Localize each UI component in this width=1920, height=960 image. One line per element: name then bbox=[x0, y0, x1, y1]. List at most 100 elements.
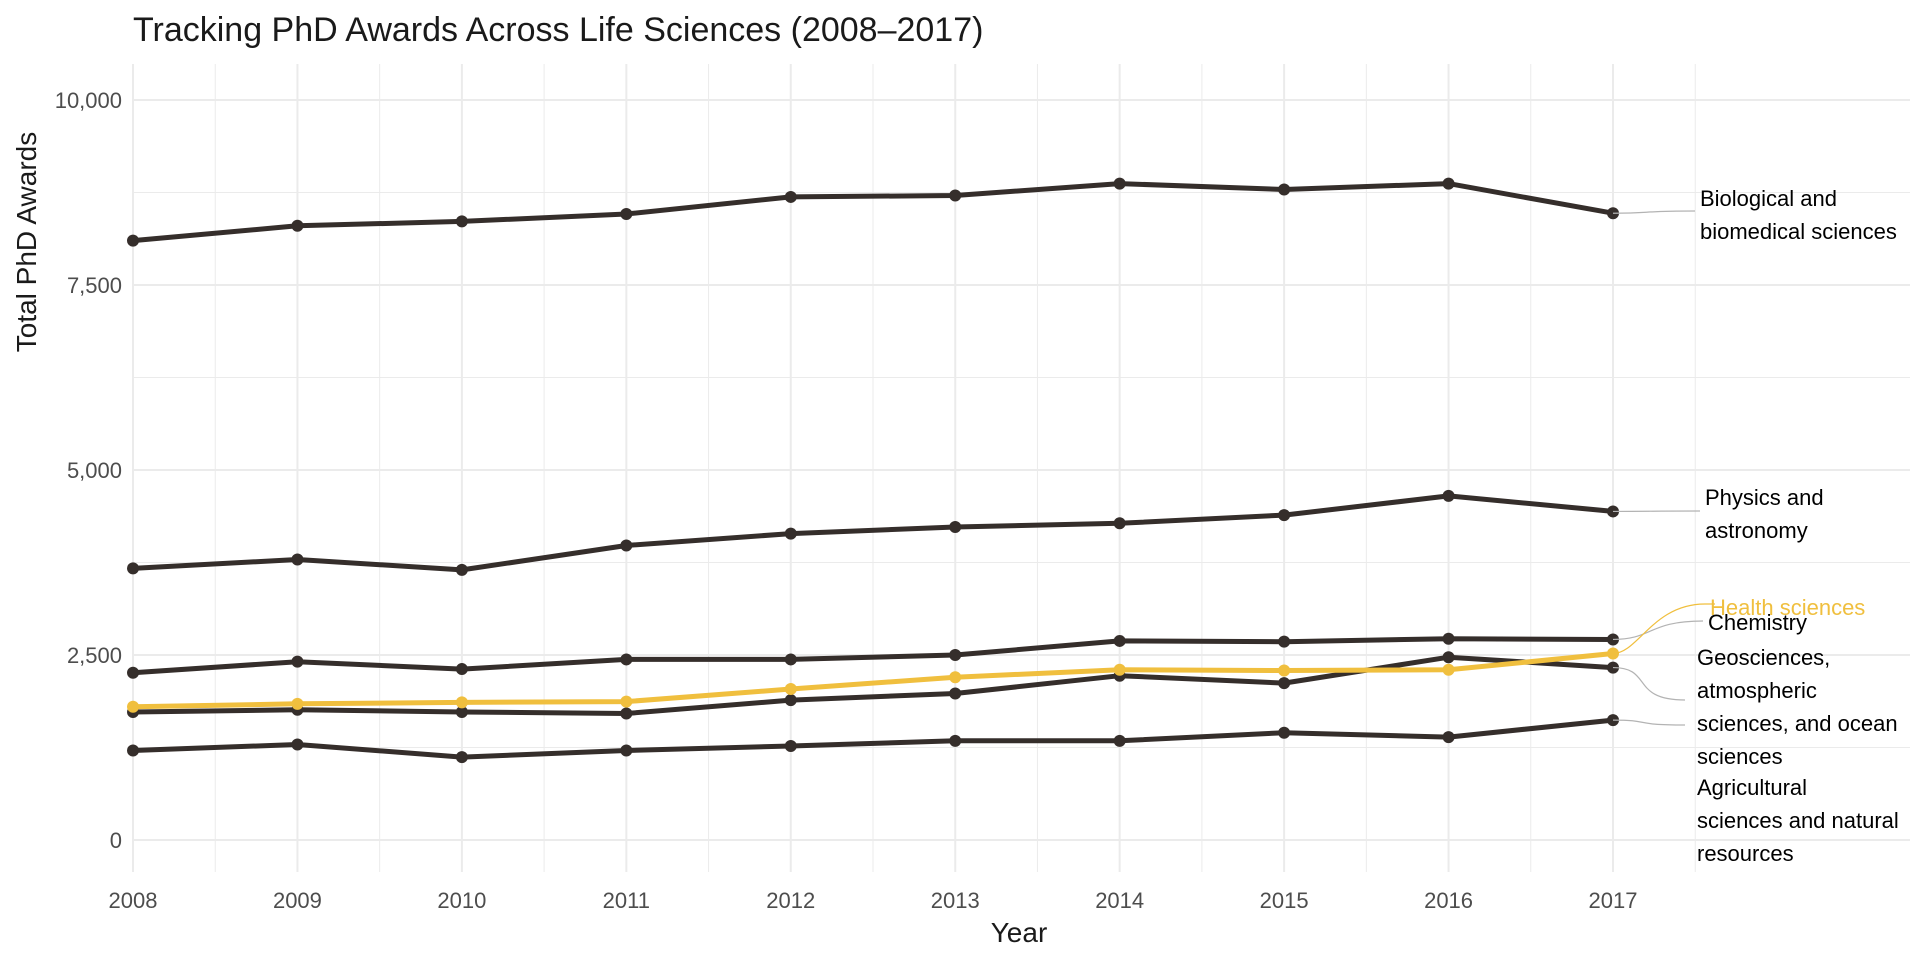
series-label-physics-and-astronomy: Physics and astronomy bbox=[1705, 485, 1824, 543]
data-point-agricultural-sciences-and-natural-resources bbox=[455, 751, 468, 764]
data-point-biological-and-biomedical-sciences bbox=[1278, 183, 1291, 196]
data-point-agricultural-sciences-and-natural-resources bbox=[1113, 734, 1126, 747]
series-label-health-sciences: Health sciences bbox=[1710, 595, 1865, 620]
data-point-biological-and-biomedical-sciences bbox=[784, 190, 797, 203]
data-point-health-sciences bbox=[1113, 663, 1126, 676]
data-point-physics-and-astronomy bbox=[1113, 517, 1126, 530]
data-point-health-sciences bbox=[784, 683, 797, 696]
data-point-chemistry bbox=[1278, 635, 1291, 648]
leader-line-chemistry bbox=[1612, 620, 1704, 641]
chart-title: Tracking PhD Awards Across Life Sciences… bbox=[133, 11, 983, 49]
series-label-line: sciences bbox=[1697, 744, 1783, 769]
data-point-biological-and-biomedical-sciences bbox=[1113, 177, 1126, 190]
series-label-line: biomedical sciences bbox=[1700, 219, 1897, 244]
series-label-biological-and-biomedical-sciences: Biological and biomedical sciences bbox=[1700, 186, 1897, 244]
data-point-chemistry bbox=[291, 655, 304, 668]
series-line-physics-and-astronomy bbox=[130, 493, 1616, 573]
data-point-biological-and-biomedical-sciences bbox=[1442, 177, 1455, 190]
data-point-geosciences-atmospheric-sciences-and-ocean-sciences bbox=[455, 705, 468, 718]
x-tick-label: 2017 bbox=[1589, 888, 1638, 913]
series-label-line: sciences and natural bbox=[1697, 808, 1899, 833]
series-label-chemistry: Chemistry bbox=[1708, 610, 1807, 635]
data-point-physics-and-astronomy bbox=[455, 563, 468, 576]
x-axis-title: Year bbox=[991, 917, 1048, 948]
data-point-chemistry bbox=[620, 653, 633, 666]
series-line-biological-and-biomedical-sciences bbox=[130, 181, 1616, 244]
leader-line-geosciences-atmospheric-sciences-and-ocean-sciences bbox=[1612, 666, 1686, 701]
data-point-chemistry bbox=[127, 666, 139, 679]
data-point-chemistry bbox=[1113, 634, 1126, 647]
y-tick-label: 7,500 bbox=[67, 273, 122, 298]
leader-line-health-sciences bbox=[1612, 603, 1715, 655]
y-tick-label: 10,000 bbox=[55, 88, 122, 113]
data-point-biological-and-biomedical-sciences bbox=[949, 189, 962, 202]
x-tick-label: 2016 bbox=[1424, 888, 1473, 913]
series-label-line: astronomy bbox=[1705, 518, 1808, 543]
data-point-agricultural-sciences-and-natural-resources bbox=[291, 738, 304, 751]
y-axis-ticks: 0 2,500 5,000 7,500 10,000 bbox=[55, 88, 122, 853]
y-tick-label: 2,500 bbox=[67, 643, 122, 668]
data-point-geosciences-atmospheric-sciences-and-ocean-sciences bbox=[1442, 651, 1455, 664]
data-point-biological-and-biomedical-sciences bbox=[127, 234, 139, 247]
series-label-line: Health sciences bbox=[1710, 595, 1865, 620]
data-point-chemistry bbox=[1442, 632, 1455, 645]
leader-line-agricultural-sciences-and-natural-resources bbox=[1612, 719, 1686, 726]
data-point-physics-and-astronomy bbox=[620, 539, 633, 552]
data-point-health-sciences bbox=[291, 697, 304, 710]
data-point-geosciences-atmospheric-sciences-and-ocean-sciences bbox=[620, 707, 633, 720]
x-tick-label: 2014 bbox=[1095, 888, 1144, 913]
data-point-agricultural-sciences-and-natural-resources bbox=[1442, 731, 1455, 744]
series-label-line: Biological and bbox=[1700, 186, 1837, 211]
data-point-biological-and-biomedical-sciences bbox=[620, 207, 633, 220]
series-label-line: Chemistry bbox=[1708, 610, 1807, 635]
x-tick-label: 2011 bbox=[603, 888, 650, 913]
series-label-line: atmospheric bbox=[1697, 678, 1817, 703]
y-tick-label: 5,000 bbox=[67, 458, 122, 483]
series-labels: Biological and biomedical sciences Physics… bbox=[1612, 186, 1899, 866]
x-tick-label: 2010 bbox=[437, 888, 486, 913]
data-point-physics-and-astronomy bbox=[1278, 509, 1291, 522]
series-label-line: Agricultural bbox=[1697, 775, 1807, 800]
x-tick-label: 2013 bbox=[931, 888, 980, 913]
data-point-geosciences-atmospheric-sciences-and-ocean-sciences bbox=[1278, 677, 1291, 690]
series-line-health-sciences bbox=[130, 651, 1616, 710]
data-point-health-sciences bbox=[949, 671, 962, 684]
gridlines bbox=[132, 64, 1910, 872]
series-label-line: resources bbox=[1697, 841, 1794, 866]
data-point-biological-and-biomedical-sciences bbox=[291, 219, 304, 232]
series-label-line: Physics and bbox=[1705, 485, 1824, 510]
x-tick-label: 2012 bbox=[766, 888, 815, 913]
data-point-agricultural-sciences-and-natural-resources bbox=[784, 740, 797, 753]
data-point-geosciences-atmospheric-sciences-and-ocean-sciences bbox=[949, 687, 962, 700]
series-label-agricultural-sciences-and-natural-resources: Agricultural sciences and natural resource… bbox=[1697, 775, 1899, 866]
series-label-line: sciences, and ocean bbox=[1697, 711, 1898, 736]
x-tick-label: 2008 bbox=[109, 888, 158, 913]
series-line-agricultural-sciences-and-natural-resources bbox=[130, 717, 1616, 760]
y-tick-label: 0 bbox=[110, 828, 122, 853]
x-axis-ticks: 2008 2009 2010 2011 2012 2013 2014 2015 2016 2017 bbox=[109, 888, 1638, 913]
data-point-geosciences-atmospheric-sciences-and-ocean-sciences bbox=[784, 694, 797, 707]
data-point-physics-and-astronomy bbox=[127, 562, 139, 575]
y-axis-title: Total PhD Awards bbox=[11, 132, 42, 353]
data-point-physics-and-astronomy bbox=[291, 553, 304, 566]
data-point-health-sciences bbox=[620, 695, 633, 708]
data-point-physics-and-astronomy bbox=[1442, 489, 1455, 502]
series-lines bbox=[130, 181, 1616, 760]
series-line-chemistry bbox=[130, 636, 1616, 676]
x-tick-label: 2015 bbox=[1260, 888, 1309, 913]
data-point-agricultural-sciences-and-natural-resources bbox=[949, 734, 962, 747]
data-point-physics-and-astronomy bbox=[784, 527, 797, 540]
x-tick-label: 2009 bbox=[273, 888, 322, 913]
data-point-chemistry bbox=[455, 663, 468, 676]
data-point-chemistry bbox=[784, 653, 797, 666]
data-point-health-sciences bbox=[1278, 664, 1291, 677]
data-point-chemistry bbox=[949, 649, 962, 661]
series-label-line: Geosciences, bbox=[1697, 645, 1830, 670]
data-point-health-sciences bbox=[127, 700, 139, 713]
data-point-biological-and-biomedical-sciences bbox=[455, 215, 468, 228]
leader-line-biological-and-biomedical-sciences bbox=[1612, 210, 1696, 214]
series-label-geosciences-atmospheric-sciences-and-ocean-sciences: Geosciences, atmospheric sciences, and oce… bbox=[1697, 645, 1898, 769]
data-point-health-sciences bbox=[1442, 663, 1455, 676]
data-point-health-sciences bbox=[455, 696, 468, 709]
